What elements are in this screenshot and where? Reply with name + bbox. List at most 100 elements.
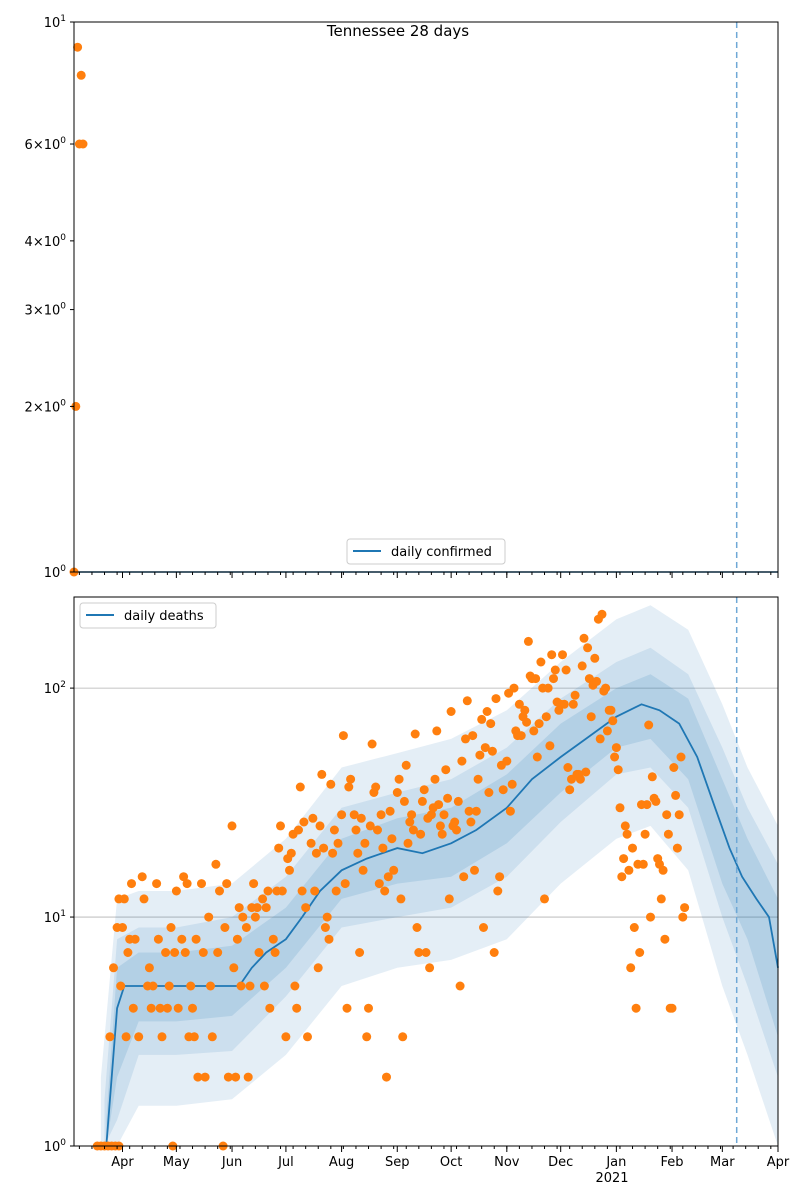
deaths-point — [249, 879, 259, 889]
deaths-point — [450, 817, 460, 827]
deaths-point — [153, 934, 163, 944]
deaths-point — [320, 923, 330, 932]
deaths-point — [531, 674, 541, 684]
deaths-point — [152, 879, 162, 889]
deaths-point — [656, 894, 666, 904]
deaths-point — [367, 739, 377, 749]
deaths-y-axis: 100 101 102 — [44, 680, 74, 1155]
deaths-point — [378, 843, 388, 853]
deaths-point — [137, 872, 147, 882]
deaths-point — [326, 779, 336, 789]
deaths-point — [206, 981, 215, 991]
confirmed-panel: 100 2×100 3×100 4×100 6×100 101 daily confirm… — [25, 14, 779, 581]
deaths-point — [389, 865, 399, 875]
deaths-point — [245, 981, 255, 991]
deaths-point — [516, 731, 526, 741]
confirmed-plot-frame — [73, 21, 779, 573]
deaths-point — [475, 750, 485, 760]
deaths-point — [473, 774, 483, 784]
deaths-point — [119, 894, 129, 904]
deaths-point — [505, 806, 515, 816]
deaths-point — [417, 796, 427, 806]
x-tick-label: Sep — [385, 1155, 410, 1170]
deaths-point — [191, 934, 201, 944]
deaths-point — [329, 825, 339, 835]
confirmed-point — [73, 42, 83, 52]
deaths-point — [261, 903, 271, 913]
deaths-point — [130, 934, 140, 944]
deaths-point — [534, 719, 544, 729]
y-tick-label: 3×100 — [25, 302, 67, 319]
deaths-point — [412, 923, 422, 932]
y-tick-label: 6×100 — [25, 136, 67, 153]
deaths-point — [211, 859, 221, 869]
deaths-legend: daily deaths — [79, 602, 217, 629]
deaths-point — [315, 821, 325, 831]
deaths-point — [180, 948, 190, 957]
deaths-point — [570, 690, 580, 700]
deaths-point — [590, 653, 600, 663]
deaths-point — [486, 719, 496, 729]
figure-title: Tennessee 28 days — [326, 22, 469, 40]
deaths-point — [204, 912, 214, 922]
deaths-point — [671, 790, 681, 800]
deaths-point — [646, 912, 655, 922]
deaths-point — [340, 879, 350, 889]
y-tick-label: 101 — [44, 909, 66, 926]
deaths-point — [617, 872, 627, 882]
deaths-point — [238, 912, 248, 922]
deaths-point — [583, 643, 593, 653]
deaths-point — [232, 934, 242, 944]
deaths-point — [581, 767, 591, 777]
deaths-point — [419, 785, 429, 795]
deaths-point — [446, 707, 456, 716]
deaths-point — [346, 774, 356, 784]
deaths-legend-label: daily deaths — [124, 609, 204, 624]
deaths-point — [568, 699, 578, 709]
deaths-point — [333, 838, 343, 848]
deaths-point — [414, 948, 424, 957]
x-tick-label: Feb — [661, 1155, 684, 1170]
deaths-point — [229, 963, 239, 973]
x-axis-year-label: 2021 — [595, 1171, 628, 1186]
deaths-point — [364, 1003, 373, 1013]
deaths-point — [200, 1072, 210, 1082]
deaths-point — [286, 848, 296, 858]
deaths-point — [198, 948, 208, 957]
deaths-point — [435, 821, 445, 831]
deaths-point — [358, 865, 368, 875]
deaths-point — [231, 1072, 241, 1082]
x-tick-label: Jan — [605, 1155, 626, 1170]
deaths-point — [464, 806, 474, 816]
deaths-point — [243, 1072, 253, 1082]
deaths-point — [536, 657, 546, 667]
deaths-point — [565, 785, 575, 795]
deaths-point — [549, 674, 558, 684]
deaths-point — [223, 1072, 233, 1082]
deaths-point — [493, 886, 503, 896]
deaths-point — [638, 859, 648, 869]
deaths-point — [227, 821, 237, 831]
deaths-point — [622, 829, 632, 839]
deaths-point — [434, 800, 444, 810]
deaths-point — [213, 948, 223, 957]
deaths-point — [396, 894, 406, 904]
deaths-point — [295, 782, 305, 792]
deaths-point — [507, 779, 517, 789]
deaths-point — [484, 788, 494, 797]
deaths-point — [468, 731, 478, 741]
deaths-point — [455, 981, 465, 991]
x-tick-label: Jul — [277, 1155, 294, 1170]
deaths-point — [608, 716, 618, 726]
deaths-point — [495, 872, 505, 882]
deaths-point — [529, 726, 539, 736]
deaths-point — [220, 923, 230, 932]
deaths-point — [667, 1003, 677, 1013]
deaths-point — [254, 948, 264, 957]
deaths-point — [252, 903, 262, 913]
deaths-point — [644, 720, 654, 730]
deaths-point — [281, 1032, 291, 1042]
deaths-point — [270, 948, 280, 957]
deaths-point — [559, 699, 569, 709]
